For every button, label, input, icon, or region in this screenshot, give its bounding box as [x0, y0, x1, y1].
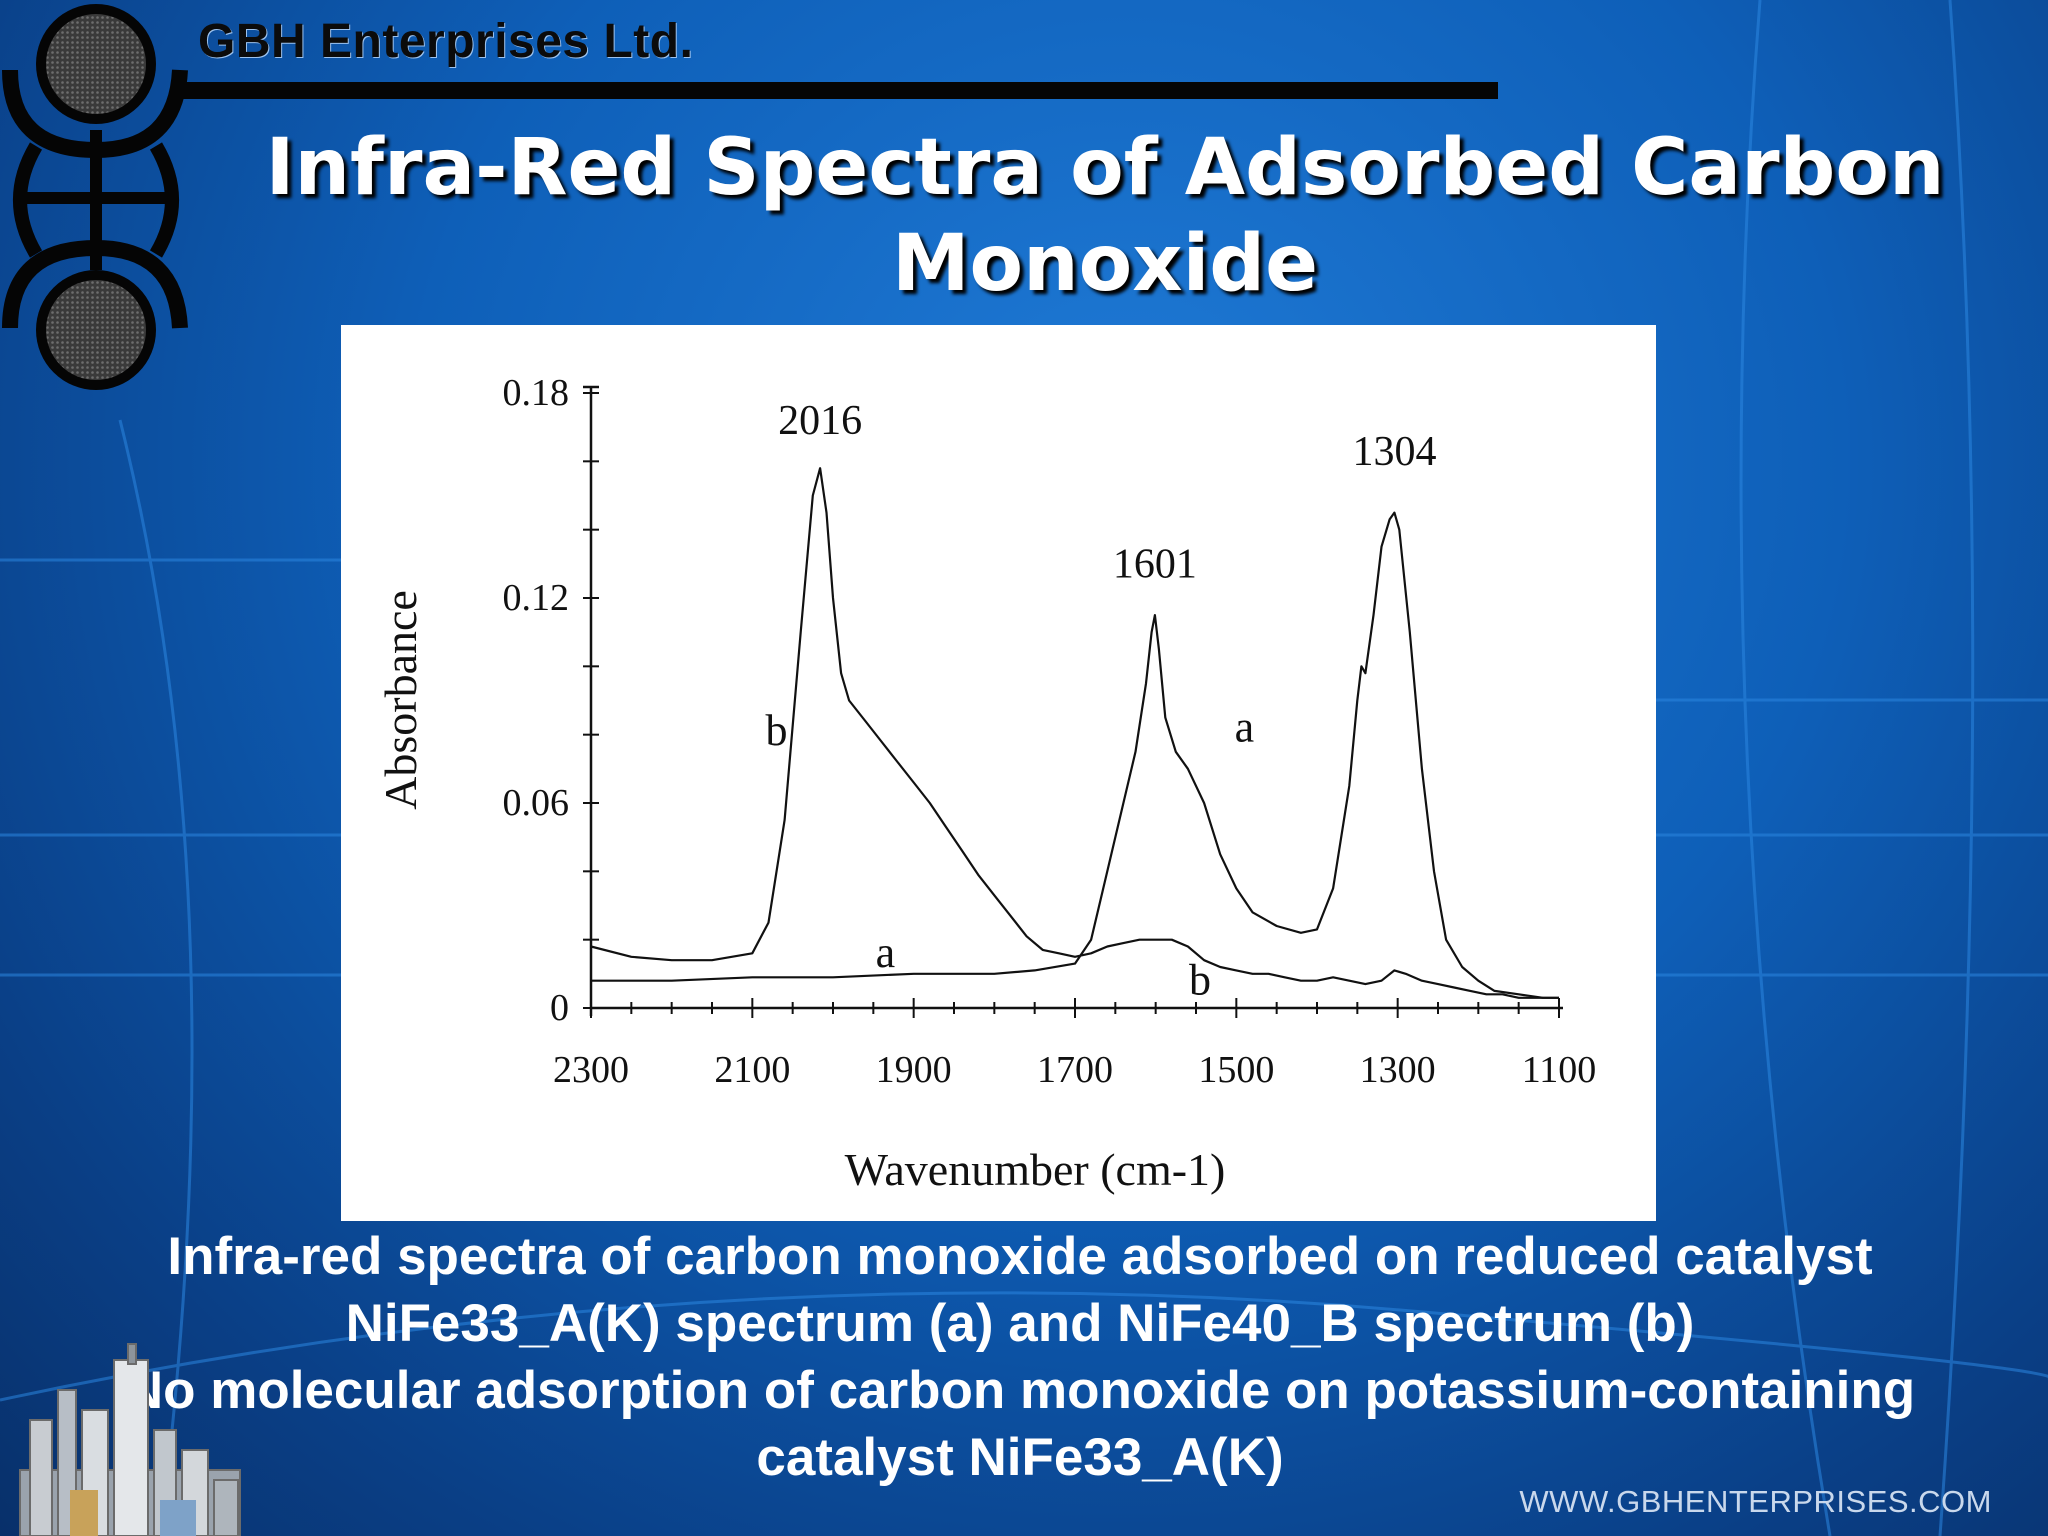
curve-label: b: [766, 706, 788, 755]
caption-line2: NiFe33_A(K) spectrum (a) and NiFe40_B sp…: [345, 1294, 1695, 1353]
curve-label: a: [876, 928, 896, 977]
x-tick-label: 2100: [714, 1049, 790, 1091]
caption: Infra-red spectra of carbon monoxide ads…: [60, 1223, 1980, 1491]
ir-spectrum-chart: 2300 2100 1900 1700 1500 1300 1100 0 0.06 0.12 0.1…: [375, 372, 1597, 1195]
slide-title-line2: Monoxide: [891, 219, 1319, 309]
header-rule: [182, 82, 1498, 99]
x-tick-label: 1900: [876, 1049, 952, 1091]
series-a-line: [591, 511, 1559, 999]
peak-label: 1304: [1352, 429, 1436, 475]
x-tick-label: 2300: [553, 1049, 629, 1091]
caption-line3: No molecular adsorption of carbon monoxi…: [124, 1361, 1916, 1420]
caption-line4: catalyst NiFe33_A(K): [756, 1428, 1284, 1487]
company-name: GBH Enterprises Ltd.: [198, 15, 694, 68]
gbh-logo-icon: [2, 4, 188, 390]
caption-line1: Infra-red spectra of carbon monoxide ads…: [167, 1227, 1873, 1286]
peak-label: 2016: [778, 398, 862, 444]
refinery-plant-icon: [19, 1343, 241, 1536]
y-tick-label: 0.12: [503, 577, 570, 619]
y-axis-label: Absorbance: [375, 590, 426, 810]
peak-label: 1601: [1113, 542, 1197, 588]
x-tick-label: 1300: [1360, 1049, 1436, 1091]
x-axis-label: Wavenumber (cm-1): [845, 1144, 1226, 1195]
curve-label: b: [1189, 955, 1211, 1004]
x-tick-label: 1500: [1198, 1049, 1274, 1091]
series-b-line: [590, 467, 1559, 999]
y-tick-label: 0.18: [503, 372, 570, 414]
y-tick-label: 0: [550, 987, 569, 1029]
x-tick-label: 1100: [1522, 1049, 1597, 1091]
slide-title: Infra-Red Spectra of Adsorbed Carbon Mon…: [200, 120, 2010, 312]
curve-label: a: [1235, 703, 1255, 752]
x-tick-label: 1700: [1037, 1049, 1113, 1091]
y-tick-label: 0.06: [503, 782, 570, 824]
website-url: WWW.GBHENTERPRISES.COM: [1519, 1484, 1992, 1519]
slide-title-line1: Infra-Red Spectra of Adsorbed Carbon: [265, 123, 1945, 213]
chart-panel: 2300 2100 1900 1700 1500 1300 1100 0 0.06 0.12 0.1…: [341, 325, 1656, 1221]
